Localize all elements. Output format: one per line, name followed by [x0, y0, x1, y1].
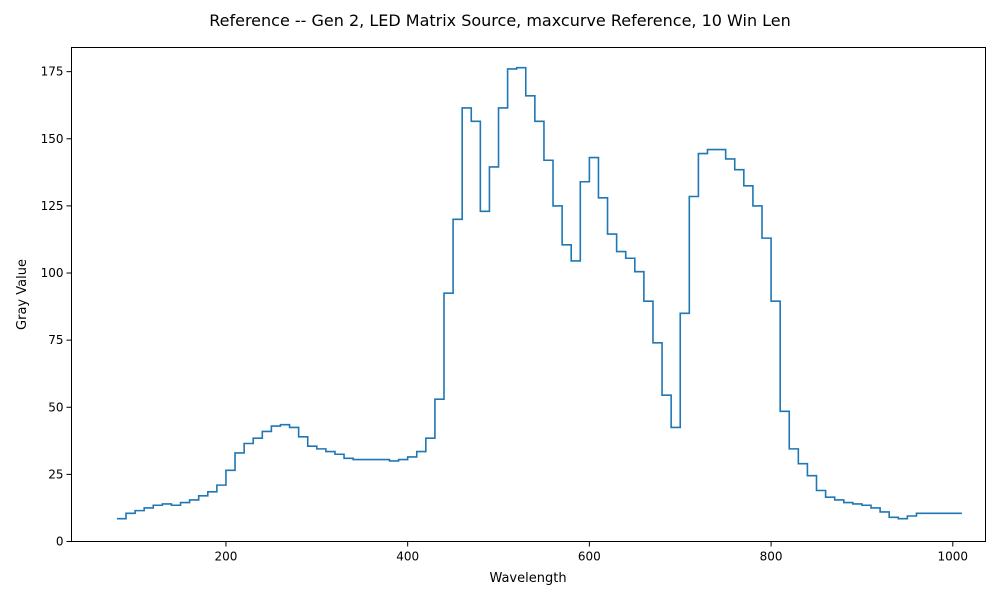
y-tick-label: 150 [41, 132, 64, 146]
x-axis-label: Wavelength [489, 571, 566, 586]
x-tick-label: 1000 [938, 550, 969, 564]
chart-title: Reference -- Gen 2, LED Matrix Source, m… [209, 11, 791, 30]
plot-frame [71, 47, 986, 542]
y-axis-label: Gray Value [15, 259, 30, 330]
y-tick-label: 75 [48, 333, 63, 347]
x-tick-label: 600 [578, 550, 601, 564]
x-tick-label: 200 [215, 550, 238, 564]
y-axis: 0 25 50 75 100 125 150 175 [41, 65, 72, 549]
series-line [116, 66, 962, 520]
y-tick-label: 50 [48, 400, 63, 414]
y-tick-label: 0 [56, 535, 64, 549]
y-tick-label: 100 [41, 266, 64, 280]
y-tick-label: 175 [41, 65, 64, 79]
series-layer [116, 66, 962, 520]
y-tick-label: 25 [48, 467, 63, 481]
x-tick-label: 400 [396, 550, 419, 564]
x-tick-label: 800 [760, 550, 783, 564]
y-tick-label: 125 [41, 199, 64, 213]
x-axis: 200 400 600 800 1000 [215, 541, 969, 564]
